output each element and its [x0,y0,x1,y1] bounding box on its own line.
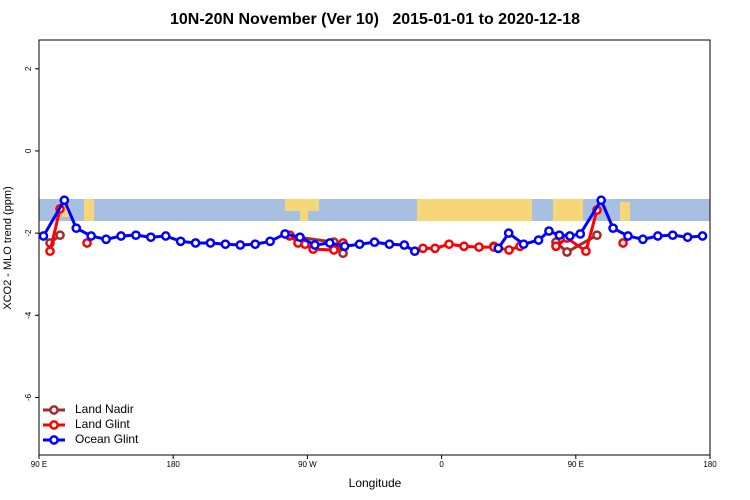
data-point [55,230,65,241]
data-point [564,231,575,241]
land [84,199,94,221]
data-point [175,236,186,247]
legend-label: Land Glint [75,417,130,431]
legend-marker [49,435,59,445]
data-point [596,195,606,206]
map-strip [39,199,710,221]
data-point [265,236,275,247]
series-line [48,208,62,252]
x-tick-label: 0 [439,460,444,469]
data-point [554,230,565,241]
land [300,211,308,221]
data-point [474,242,484,252]
land [553,199,583,221]
data-point [551,241,561,252]
land [62,205,70,217]
data-point [493,243,504,254]
x-tick-label: 180 [703,460,717,469]
data-point [280,229,290,239]
chart-title: 10N-20N November (Ver 10) 2015-01-01 to … [170,11,580,28]
data-point [71,223,82,234]
data-point [581,246,591,257]
data-point [82,238,92,248]
ocean-band [39,199,710,221]
y-tick-label: 2 [24,66,33,71]
data-point [697,231,708,241]
data-point [190,238,201,248]
legend-marker [49,405,59,415]
data-point [310,240,320,250]
data-point [399,240,410,250]
land [620,202,630,221]
data-point [220,239,231,250]
data-point [131,230,141,241]
data-point [533,235,544,245]
data-point [503,228,514,238]
data-point [86,231,97,241]
series-line [497,197,703,250]
data-point [667,230,678,241]
data-point [59,195,70,206]
data-point [638,234,648,245]
x-tick-label: 180 [167,460,181,469]
y-tick-label: -4 [24,311,33,319]
plot-frame [38,39,711,456]
land [285,199,319,211]
data-point [682,232,693,243]
data-point [444,239,454,250]
data-point [623,231,633,241]
data-point [618,238,628,248]
x-tick-label: 90 W [298,460,317,469]
data-point [354,239,365,250]
data-point [459,241,469,252]
data-point [160,231,171,241]
data-point [369,237,380,248]
data-point [145,232,156,243]
data-point [116,231,126,241]
data-point [418,243,428,254]
legend-label: Land Nadir [75,402,134,416]
legend-marker [49,420,59,430]
data-point [592,230,602,241]
y-tick-label: -6 [24,393,33,401]
data-point [544,226,554,236]
x-tick-label: 90 E [568,460,584,469]
x-tick-label: 90 E [31,460,47,469]
data-point [409,246,420,257]
land [417,199,532,221]
data-point [339,241,350,252]
data-point [430,243,440,254]
data-point [45,246,55,257]
data-point [329,245,339,255]
y-axis-label: XCO2 - MLO trend (ppm) [2,186,14,309]
data-point [608,223,618,234]
legend-label: Ocean Glint [75,432,139,446]
data-point [575,229,586,239]
y-tick-label: 0 [24,148,33,153]
series-line [555,209,599,254]
y-tick-label: -2 [24,229,33,237]
data-point [562,247,572,257]
data-point [295,232,305,243]
data-point [384,239,395,250]
data-point [38,231,49,241]
data-point [205,238,216,248]
data-point [518,239,529,250]
data-point [250,239,261,250]
data-point [235,240,246,250]
data-point [652,231,663,241]
data-point [504,245,514,255]
data-point [101,234,111,245]
x-axis-label: Longitude [349,476,402,490]
data-point [324,238,335,248]
